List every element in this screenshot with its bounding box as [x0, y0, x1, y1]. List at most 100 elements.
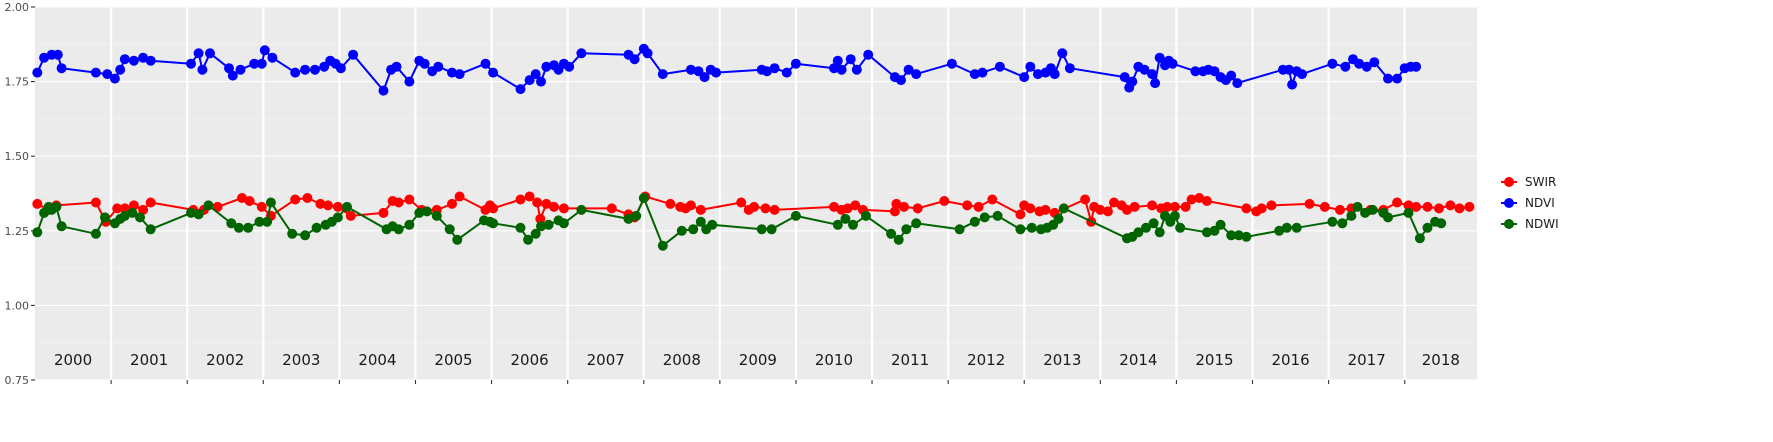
swir-point: [1241, 203, 1252, 214]
swir-point: [524, 191, 535, 202]
y-tick-label: 1.50: [5, 150, 30, 163]
ndvi-point: [1232, 78, 1243, 89]
ndwi-point: [523, 234, 534, 245]
ndvi-point: [224, 63, 234, 74]
ndvi-point: [1383, 73, 1393, 84]
ndvi-point: [790, 58, 801, 69]
ndvi-point: [300, 64, 311, 75]
ndvi-point: [1411, 61, 1422, 72]
swir-point: [378, 207, 389, 218]
ndwi-point: [1403, 207, 1414, 218]
ndwi-point: [56, 221, 67, 232]
ndvi-point: [1190, 66, 1201, 77]
ndwi-point: [1215, 219, 1226, 230]
year-label-2011: 2011: [891, 351, 929, 369]
swir-point: [32, 198, 43, 209]
ndvi-point: [404, 76, 415, 87]
ndwi-point: [32, 227, 43, 238]
swir-point: [393, 197, 404, 208]
y-tick-label: 1.00: [5, 299, 30, 312]
ndwi-point: [1026, 222, 1037, 233]
series-swir: [32, 191, 1475, 227]
swir-point: [549, 201, 559, 212]
swir-point: [899, 201, 909, 212]
ndvi-point: [515, 84, 526, 95]
ndwi-point: [203, 200, 214, 211]
ndvi-point: [193, 48, 204, 59]
ndwi-point: [145, 224, 156, 235]
ndwi-point: [707, 219, 718, 230]
ndvi-point: [851, 64, 862, 75]
ndwi-point: [543, 219, 554, 230]
year-label-2017: 2017: [1348, 351, 1386, 369]
swir-point: [541, 198, 552, 209]
ndwi-point: [254, 216, 265, 227]
swir-point: [939, 196, 950, 206]
ndwi-point: [193, 209, 204, 220]
swir-point: [1434, 203, 1444, 214]
ndwi-point: [631, 210, 642, 221]
ndvi-point: [642, 48, 653, 59]
ndwi-point: [1209, 225, 1220, 236]
year-label-2001: 2001: [130, 351, 168, 369]
swir-point: [1335, 204, 1345, 215]
ndwi-point: [676, 225, 687, 236]
ndvi-point: [290, 67, 301, 78]
ndvi-point: [205, 48, 215, 59]
ndvi-point: [348, 49, 359, 60]
swir-point: [891, 198, 902, 209]
swir-point: [1109, 197, 1119, 208]
legend-item-ndvi: NDVI: [1501, 196, 1555, 210]
ndwi-point: [688, 224, 699, 235]
ndwi-point: [127, 207, 138, 218]
ndwi-point: [393, 224, 404, 235]
swir-point: [454, 191, 465, 202]
ndwi-point: [452, 234, 463, 245]
ndwi-point: [1383, 212, 1393, 223]
ndwi-point: [979, 212, 990, 223]
swir-point: [1122, 204, 1132, 215]
ndwi-point: [832, 219, 843, 230]
swir-point: [332, 201, 343, 212]
ndvi-point: [711, 67, 722, 78]
swir-point: [842, 203, 853, 214]
swir-point: [138, 204, 149, 215]
ndwi-point: [954, 224, 965, 235]
ndwi-point: [243, 222, 254, 233]
ndvi-point: [1167, 58, 1178, 69]
ndwi-point: [265, 197, 276, 208]
ndwi-point: [431, 210, 442, 221]
ndvi-point: [115, 64, 126, 75]
ndvi-point: [488, 67, 499, 78]
ndwi-point: [848, 219, 858, 230]
ndwi-point: [1169, 210, 1180, 221]
year-label-2015: 2015: [1195, 351, 1233, 369]
ndvi-point: [524, 75, 535, 86]
legend-key-point: [1504, 177, 1514, 187]
ndvi-point: [699, 72, 710, 83]
ndwi-point: [287, 228, 298, 239]
swir-point: [1256, 203, 1267, 214]
swir-point: [1169, 201, 1180, 212]
swir-point: [323, 200, 333, 211]
swir-point: [665, 198, 676, 209]
ndwi-point: [300, 230, 311, 241]
ndwi-point: [840, 213, 851, 224]
ndvi-point: [977, 67, 988, 78]
swir-point: [90, 197, 101, 208]
legend-item-swir: SWIR: [1501, 175, 1556, 189]
y-tick-label: 2.00: [5, 1, 30, 14]
swir-point: [290, 194, 301, 205]
ndwi-point: [119, 210, 130, 221]
ndvi-point: [249, 58, 260, 69]
ndwi-point: [886, 228, 897, 239]
ndwi-point: [515, 222, 526, 233]
ndvi-point: [969, 69, 980, 80]
ndvi-point: [946, 58, 957, 69]
y-axis: 0.75 1.00 1.25 1.50 1.75 2.00: [5, 1, 35, 387]
year-label-2004: 2004: [358, 351, 396, 369]
ndwi-point: [1015, 224, 1026, 235]
ndvi-point: [576, 48, 587, 59]
ndvi-point: [1369, 57, 1380, 68]
swir-point: [1102, 206, 1113, 217]
